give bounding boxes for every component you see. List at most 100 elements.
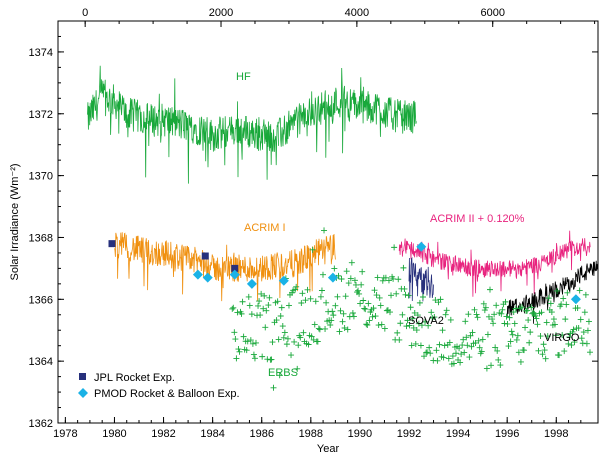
erbs-marker	[339, 318, 346, 325]
erbs-marker	[459, 342, 466, 349]
erbs-marker	[564, 289, 571, 296]
erbs-marker	[371, 287, 378, 294]
erbs-marker	[387, 309, 394, 316]
erbs-marker	[243, 347, 250, 354]
erbs-marker	[492, 344, 499, 351]
erbs-marker	[464, 342, 471, 349]
erbs-marker	[561, 348, 568, 355]
erbs-marker	[322, 325, 329, 332]
erbs-marker	[439, 327, 446, 334]
erbs-marker	[280, 334, 287, 341]
erbs-marker	[498, 310, 505, 317]
erbs-marker	[542, 355, 549, 362]
erbs-marker	[388, 292, 395, 299]
erbs-marker	[458, 351, 465, 358]
legend-label-pmod: PMOD Rocket & Balloon Exp.	[94, 388, 240, 400]
series-line-hf	[87, 65, 279, 184]
erbs-marker	[505, 343, 512, 350]
erbs-marker	[535, 347, 542, 354]
erbs-marker	[584, 327, 591, 334]
erbs-marker	[250, 351, 257, 358]
erbs-marker	[239, 298, 246, 305]
erbs-marker	[416, 299, 423, 306]
erbs-marker	[278, 304, 285, 311]
legend: JPL Rocket Exp. PMOD Rocket & Balloon Ex…	[78, 372, 240, 400]
erbs-marker	[383, 307, 390, 314]
erbs-marker	[424, 349, 431, 356]
erbs-marker	[393, 290, 400, 297]
erbs-marker	[406, 322, 413, 329]
erbs-marker	[414, 312, 421, 319]
erbs-marker	[443, 307, 450, 314]
erbs-marker	[462, 318, 469, 325]
erbs-marker	[275, 336, 282, 343]
erbs-marker	[537, 333, 544, 340]
erbs-marker	[449, 353, 456, 360]
erbs-marker	[413, 327, 420, 334]
erbs-marker	[578, 335, 585, 342]
erbs-marker	[370, 305, 377, 312]
erbs-marker	[323, 299, 330, 306]
erbs-marker	[328, 317, 335, 324]
erbs-marker	[571, 339, 578, 346]
erbs-marker	[577, 316, 584, 323]
erbs-marker	[487, 286, 493, 293]
erbs-marker	[502, 298, 509, 305]
erbs-marker	[471, 306, 478, 313]
top-tick-label: 4000	[345, 7, 369, 19]
erbs-marker	[399, 311, 406, 318]
erbs-marker	[279, 323, 286, 330]
x-tick-label: 1990	[348, 428, 372, 440]
erbs-marker	[547, 300, 554, 307]
erbs-marker	[538, 309, 545, 316]
erbs-marker	[314, 338, 321, 345]
erbs-marker	[295, 342, 302, 349]
erbs-marker	[412, 340, 419, 347]
erbs-marker	[396, 336, 403, 343]
erbs-marker	[248, 311, 255, 318]
erbs-marker	[369, 313, 376, 320]
y-tick-label: 1366	[29, 294, 53, 306]
erbs-marker	[390, 275, 397, 282]
erbs-marker	[365, 300, 372, 307]
erbs-marker	[403, 323, 410, 330]
erbs-marker	[441, 342, 448, 349]
erbs-marker	[428, 309, 435, 316]
erbs-marker	[482, 304, 489, 311]
erbs-marker	[544, 333, 551, 340]
erbs-marker	[556, 352, 563, 359]
erbs-marker	[330, 312, 337, 319]
erbs-marker	[469, 329, 476, 336]
erbs-marker	[404, 317, 411, 324]
erbs-marker	[466, 354, 473, 361]
erbs-marker	[422, 318, 429, 325]
erbs-marker	[446, 339, 453, 346]
erbs-marker	[377, 302, 384, 309]
erbs-marker	[263, 307, 270, 314]
erbs-marker	[534, 321, 541, 328]
erbs-marker	[232, 336, 239, 343]
erbs-marker	[277, 313, 284, 320]
erbs-marker	[522, 324, 529, 331]
erbs-marker	[249, 340, 256, 347]
erbs-marker	[233, 355, 240, 362]
erbs-marker	[440, 354, 447, 361]
erbs-marker	[493, 302, 500, 309]
erbs-marker	[545, 295, 552, 302]
erbs-marker	[463, 334, 470, 341]
erbs-marker	[457, 359, 464, 366]
erbs-marker	[292, 286, 299, 293]
erbs-marker	[385, 277, 392, 284]
erbs-marker	[269, 339, 276, 346]
erbs-marker	[270, 384, 277, 391]
erbs-marker	[543, 319, 550, 326]
erbs-marker	[570, 326, 577, 333]
erbs-marker	[566, 334, 573, 341]
x-tick-label: 1988	[299, 428, 323, 440]
erbs-marker	[533, 315, 540, 322]
erbs-marker	[375, 322, 382, 329]
erbs-marker	[402, 291, 409, 298]
erbs-marker	[442, 311, 449, 318]
erbs-marker	[528, 304, 535, 311]
